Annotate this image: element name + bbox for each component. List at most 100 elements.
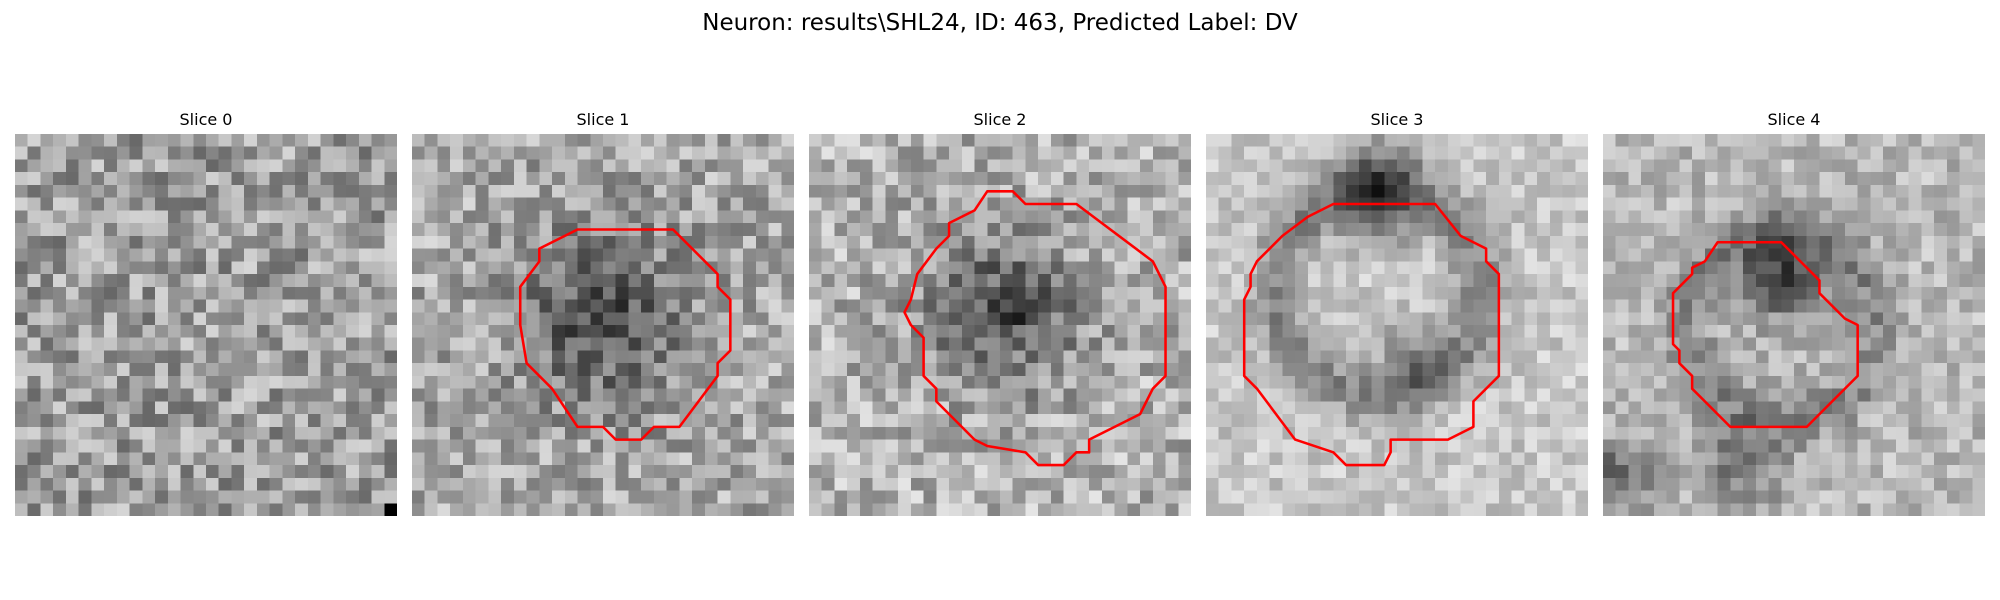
pixel: [1244, 210, 1258, 224]
pixel: [180, 184, 194, 198]
pixel: [1409, 439, 1423, 453]
pixel: [872, 299, 886, 313]
pixel: [1256, 235, 1270, 249]
pixel: [412, 325, 425, 338]
pixel: [1435, 261, 1449, 275]
pixel: [743, 210, 757, 224]
pixel: [180, 426, 194, 440]
pixel: [603, 401, 616, 415]
pixel: [885, 299, 899, 313]
pixel: [1089, 159, 1103, 173]
pixel: [1549, 235, 1563, 249]
pixel: [1320, 426, 1334, 440]
pixel: [1307, 299, 1321, 313]
pixel: [333, 210, 347, 224]
pixel: [1422, 503, 1436, 516]
pixel: [1178, 312, 1191, 326]
pixel: [1256, 337, 1270, 351]
pixel: [488, 134, 502, 147]
pixel: [704, 490, 718, 504]
pixel: [1921, 375, 1935, 389]
pixel: [116, 465, 130, 479]
pixel: [949, 172, 963, 186]
pixel: [116, 146, 130, 160]
pixel: [218, 184, 232, 198]
pixel: [155, 274, 169, 288]
pixel: [834, 350, 848, 364]
pixel: [180, 503, 194, 516]
pixel: [1244, 426, 1258, 440]
pixel: [704, 184, 718, 198]
pixel: [218, 477, 232, 491]
pixel: [1231, 503, 1245, 516]
pixel: [1781, 325, 1795, 338]
pixel: [1307, 134, 1321, 147]
pixel: [91, 490, 105, 504]
pixel: [104, 452, 118, 466]
pixel: [961, 388, 975, 402]
pixel: [898, 490, 912, 504]
pixel: [384, 235, 397, 249]
pixel: [167, 325, 181, 338]
pixel: [910, 414, 924, 428]
pixel: [1498, 337, 1512, 351]
pixel: [295, 223, 309, 237]
pixel: [1076, 490, 1090, 504]
pixel: [1165, 388, 1179, 402]
pixel: [834, 490, 848, 504]
pixel: [27, 477, 41, 491]
pixel: [910, 350, 924, 364]
pixel: [679, 337, 693, 351]
pixel: [1832, 337, 1846, 351]
pixel: [1857, 286, 1871, 300]
pixel: [1127, 439, 1141, 453]
pixel: [1114, 312, 1128, 326]
pixel: [717, 248, 731, 262]
pixel: [1895, 375, 1909, 389]
pixel: [1384, 286, 1398, 300]
pixel: [1101, 375, 1115, 389]
pixel: [1934, 350, 1948, 364]
pixel: [539, 159, 553, 173]
pixel: [1562, 452, 1576, 466]
pixel: [269, 375, 283, 389]
pixel: [1603, 146, 1616, 160]
pixel: [450, 477, 464, 491]
pixel: [218, 235, 232, 249]
pixel: [1666, 261, 1680, 275]
pixel: [910, 172, 924, 186]
pixel: [358, 490, 372, 504]
pixel: [462, 388, 476, 402]
pixel: [961, 286, 975, 300]
pixel: [462, 363, 476, 377]
pixel: [1473, 235, 1487, 249]
pixel: [1819, 274, 1833, 288]
pixel: [1908, 350, 1922, 364]
pixel: [1231, 325, 1245, 338]
pixel: [91, 299, 105, 313]
pixel: [936, 388, 950, 402]
pixel: [641, 350, 655, 364]
pixel: [1781, 210, 1795, 224]
pixel: [923, 452, 937, 466]
pixel: [1794, 299, 1807, 313]
pixel: [1050, 337, 1064, 351]
pixel: [1615, 223, 1629, 237]
pixel: [539, 414, 553, 428]
pixel: [333, 286, 347, 300]
pixel: [1320, 184, 1334, 198]
pixel: [412, 248, 425, 262]
pixel: [1717, 210, 1731, 224]
pixel: [1908, 223, 1922, 237]
pixel: [679, 375, 693, 389]
pixel: [346, 375, 360, 389]
pixel: [898, 401, 912, 415]
pixel: [488, 452, 502, 466]
pixel: [450, 503, 464, 516]
pixel: [1435, 312, 1449, 326]
pixel: [1575, 325, 1588, 338]
pixel: [333, 388, 347, 402]
pixel: [1511, 210, 1525, 224]
pixel: [1653, 286, 1667, 300]
pixel: [628, 184, 642, 198]
